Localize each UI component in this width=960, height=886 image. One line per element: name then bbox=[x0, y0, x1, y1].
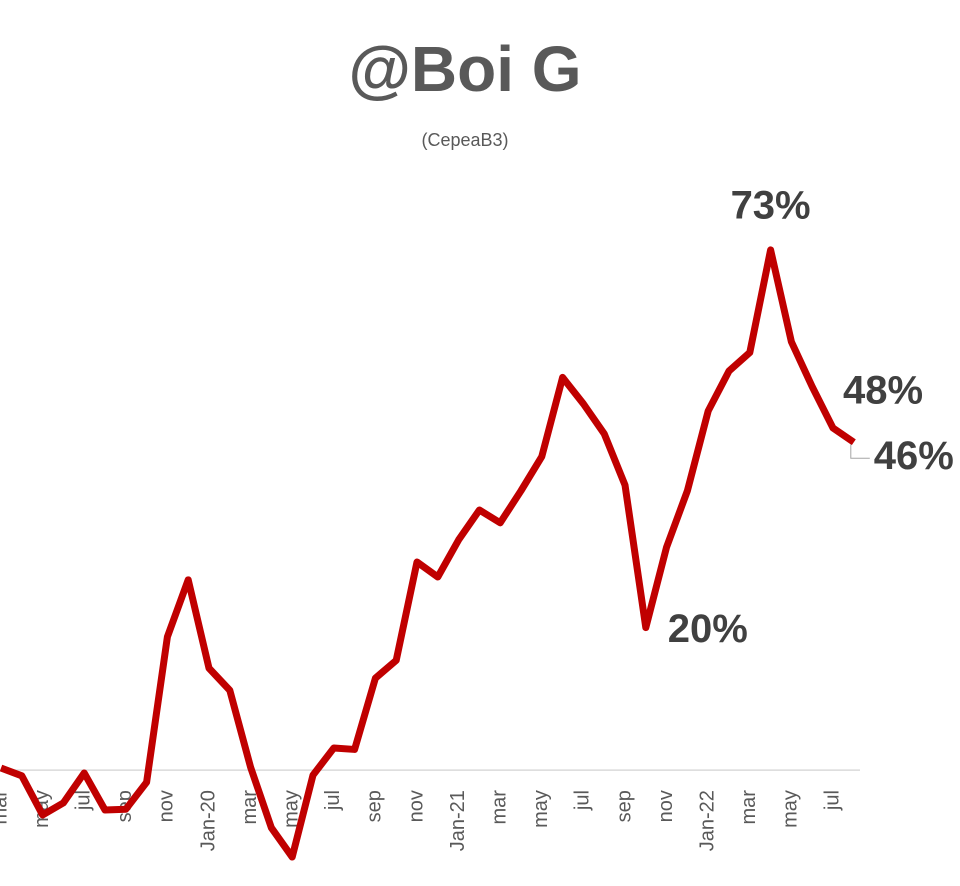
x-tick-label: jul bbox=[572, 790, 594, 811]
x-tick-label: mar bbox=[488, 790, 510, 825]
data-label: 73% bbox=[731, 183, 811, 227]
x-tick-label: mar bbox=[0, 790, 11, 825]
x-tick-label: mar bbox=[239, 790, 261, 825]
x-tick-label: jul bbox=[72, 790, 94, 811]
data-line bbox=[0, 246, 856, 861]
x-tick-label: mar bbox=[738, 790, 760, 825]
x-tick-label: may bbox=[780, 790, 802, 828]
data-label: 48% bbox=[843, 369, 923, 413]
x-tick-label: may bbox=[280, 790, 302, 828]
chart-subtitle: (CepeaB3) bbox=[421, 130, 508, 150]
x-tick-label: Jan-20 bbox=[197, 790, 219, 851]
x-tick-label: Jan-22 bbox=[696, 790, 718, 851]
x-tick-label: may bbox=[530, 790, 552, 828]
data-label: 46% bbox=[874, 434, 954, 478]
x-tick-label: Jan-21 bbox=[447, 790, 469, 851]
data-label: 20% bbox=[668, 607, 748, 651]
x-tick-label: jul bbox=[322, 790, 344, 811]
chart-title: @Boi G bbox=[348, 33, 581, 105]
x-tick-label: nov bbox=[156, 790, 178, 822]
leader-line bbox=[850, 444, 870, 459]
x-tick-label: jul bbox=[821, 790, 843, 811]
x-tick-label: sep bbox=[364, 790, 386, 822]
x-tick-label: nov bbox=[405, 790, 427, 822]
x-tick-label: sep bbox=[613, 790, 635, 822]
x-tick-label: nov bbox=[655, 790, 677, 822]
